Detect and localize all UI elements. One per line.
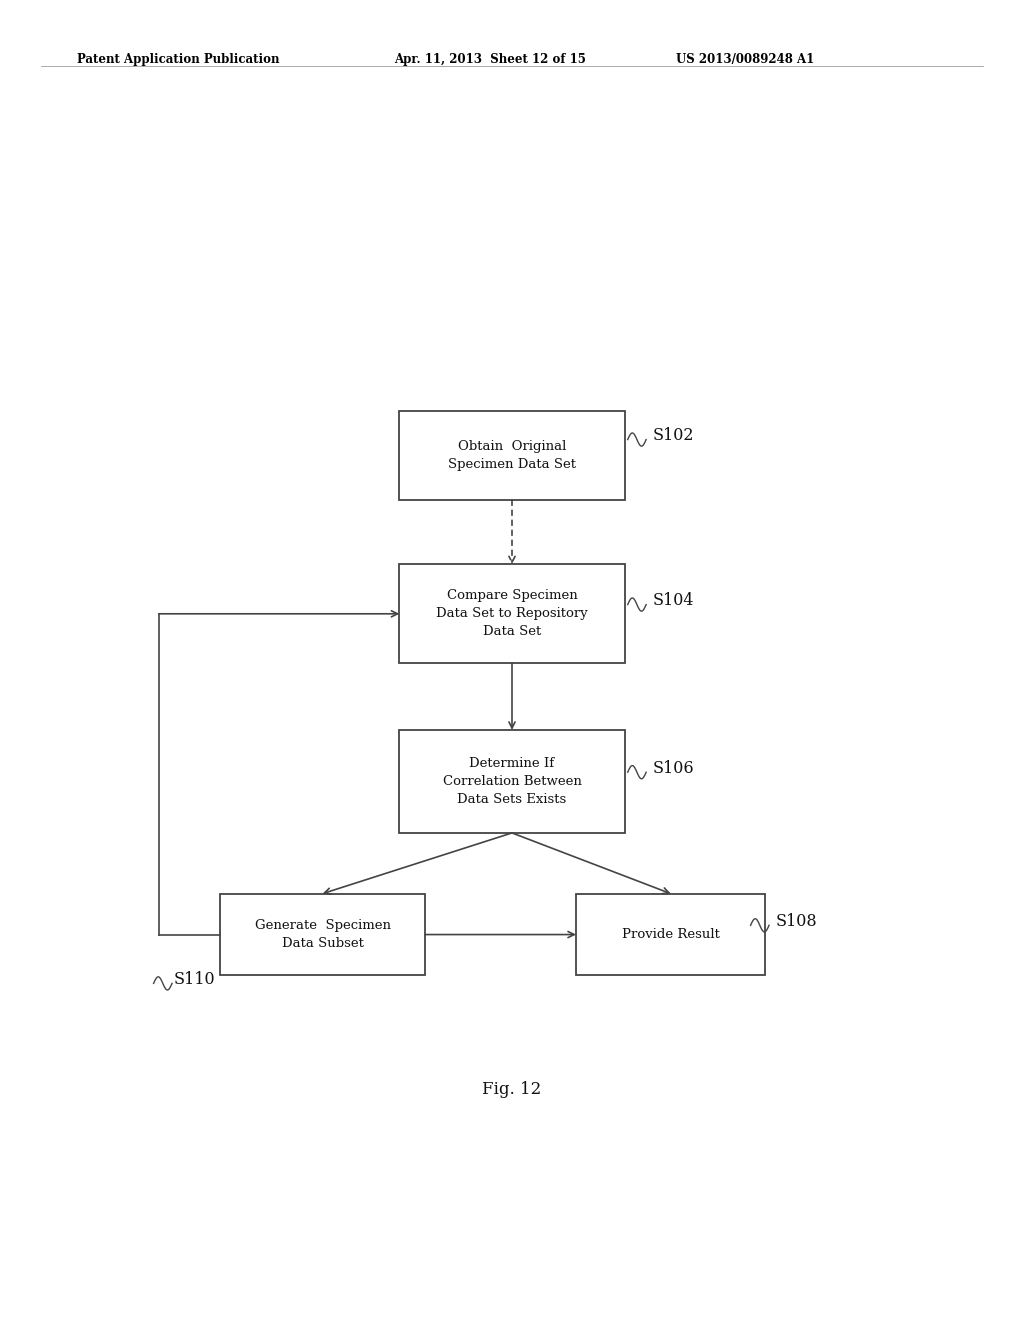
Text: S110: S110 [174, 972, 216, 987]
Text: Obtain  Original
Specimen Data Set: Obtain Original Specimen Data Set [449, 440, 575, 471]
FancyBboxPatch shape [399, 730, 625, 833]
Text: Provide Result: Provide Result [622, 928, 720, 941]
FancyBboxPatch shape [575, 894, 766, 975]
Text: Compare Specimen
Data Set to Repository
Data Set: Compare Specimen Data Set to Repository … [436, 589, 588, 639]
FancyBboxPatch shape [220, 894, 425, 975]
Text: Determine If
Correlation Between
Data Sets Exists: Determine If Correlation Between Data Se… [442, 756, 582, 807]
Text: Generate  Specimen
Data Subset: Generate Specimen Data Subset [255, 919, 390, 950]
Text: US 2013/0089248 A1: US 2013/0089248 A1 [676, 53, 814, 66]
Text: S102: S102 [652, 428, 694, 444]
FancyBboxPatch shape [399, 565, 625, 663]
Text: S106: S106 [652, 760, 694, 776]
Text: S108: S108 [775, 913, 817, 929]
Text: S104: S104 [652, 593, 694, 609]
Text: Fig. 12: Fig. 12 [482, 1081, 542, 1097]
Text: Apr. 11, 2013  Sheet 12 of 15: Apr. 11, 2013 Sheet 12 of 15 [394, 53, 586, 66]
Text: Patent Application Publication: Patent Application Publication [77, 53, 280, 66]
FancyBboxPatch shape [399, 411, 625, 500]
